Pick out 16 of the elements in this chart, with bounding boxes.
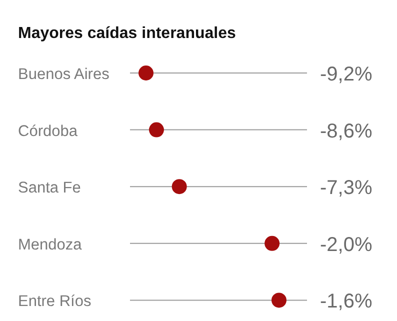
y-tick-label: Córdoba — [18, 122, 78, 140]
text: -9,2% — [320, 64, 372, 86]
text: -2,0% — [320, 234, 372, 256]
point — [148, 122, 164, 138]
point — [172, 179, 187, 194]
point — [271, 292, 286, 308]
point — [264, 236, 280, 251]
text: -8,6% — [320, 120, 372, 142]
y-tick-label: Entre Ríos — [18, 293, 92, 310]
point — [138, 66, 154, 80]
text: -1,6% — [320, 290, 372, 313]
chart-title: Mayores caídas interanuales — [18, 25, 236, 42]
text: -7,3% — [320, 177, 372, 200]
y-tick-label: Mendoza — [18, 236, 82, 254]
y-tick-label: Buenos Aires — [18, 66, 110, 83]
y-tick-label: Santa Fe — [18, 180, 81, 197]
